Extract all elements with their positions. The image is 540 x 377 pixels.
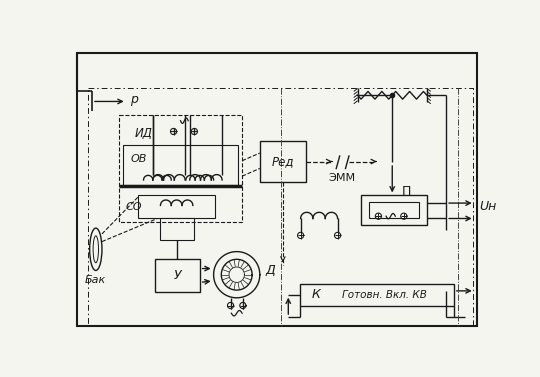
Text: ЭММ: ЭММ (329, 173, 356, 184)
Bar (260, 141, 306, 182)
Text: П: П (402, 185, 411, 198)
Text: р: р (131, 93, 138, 106)
Bar (361, 195, 427, 225)
Text: Готовн. Вкл. КВ: Готовн. Вкл. КВ (342, 290, 427, 300)
Text: СО: СО (125, 202, 141, 212)
Text: У: У (173, 269, 181, 282)
Ellipse shape (93, 236, 98, 263)
Bar (369, 202, 419, 219)
Text: ОВ: ОВ (131, 154, 147, 164)
Bar (300, 284, 454, 305)
Ellipse shape (90, 228, 102, 270)
Bar (123, 146, 238, 185)
Text: ИД: ИД (134, 127, 152, 140)
Text: Ред: Ред (272, 155, 294, 168)
Text: К: К (312, 288, 320, 301)
Bar (138, 195, 215, 219)
Text: Uн: Uн (480, 201, 496, 213)
Text: Бак: Бак (85, 275, 106, 285)
Bar (155, 259, 200, 292)
Bar (160, 219, 193, 240)
Text: Д: Д (266, 264, 275, 277)
